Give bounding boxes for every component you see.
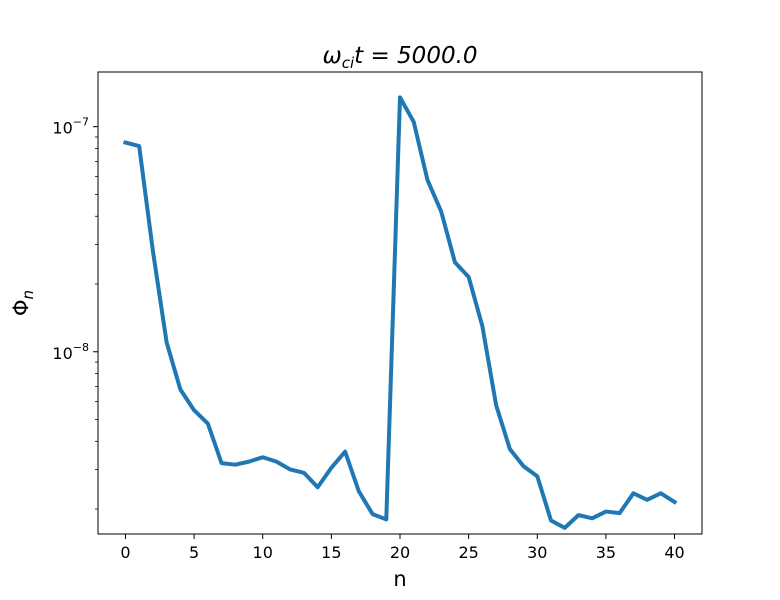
y-tick-label: 10−7: [52, 116, 89, 138]
x-tick-label: 30: [527, 543, 547, 562]
series-line-0: [123, 95, 678, 530]
x-tick-label: 25: [458, 543, 478, 562]
chart-title: ωcit = 5000.0: [322, 43, 477, 72]
x-tick-label: 35: [596, 543, 616, 562]
x-tick-label: 10: [253, 543, 273, 562]
title-symbol: ω: [322, 43, 341, 69]
y-tick-label-base: 10: [52, 344, 72, 363]
y-axis-label: Φn: [9, 290, 37, 316]
y-axis-label-subscript: n: [19, 290, 37, 300]
title-rest: t = 5000.0: [354, 43, 477, 69]
x-tick-label: 0: [120, 543, 130, 562]
y-tick-label: 10−8: [52, 341, 89, 363]
x-tick-label: 40: [664, 543, 684, 562]
y-tick-label-base: 10: [52, 119, 72, 138]
y-axis-label-symbol: Φ: [9, 299, 33, 316]
x-tick-label: 15: [321, 543, 341, 562]
x-axis-label: n: [393, 567, 406, 591]
x-tick-label: 20: [390, 543, 410, 562]
x-tick-label: 5: [189, 543, 199, 562]
title-subscript: ci: [342, 54, 355, 72]
y-tick-label-exponent: −8: [73, 341, 89, 354]
y-tick-label-exponent: −7: [73, 116, 89, 129]
